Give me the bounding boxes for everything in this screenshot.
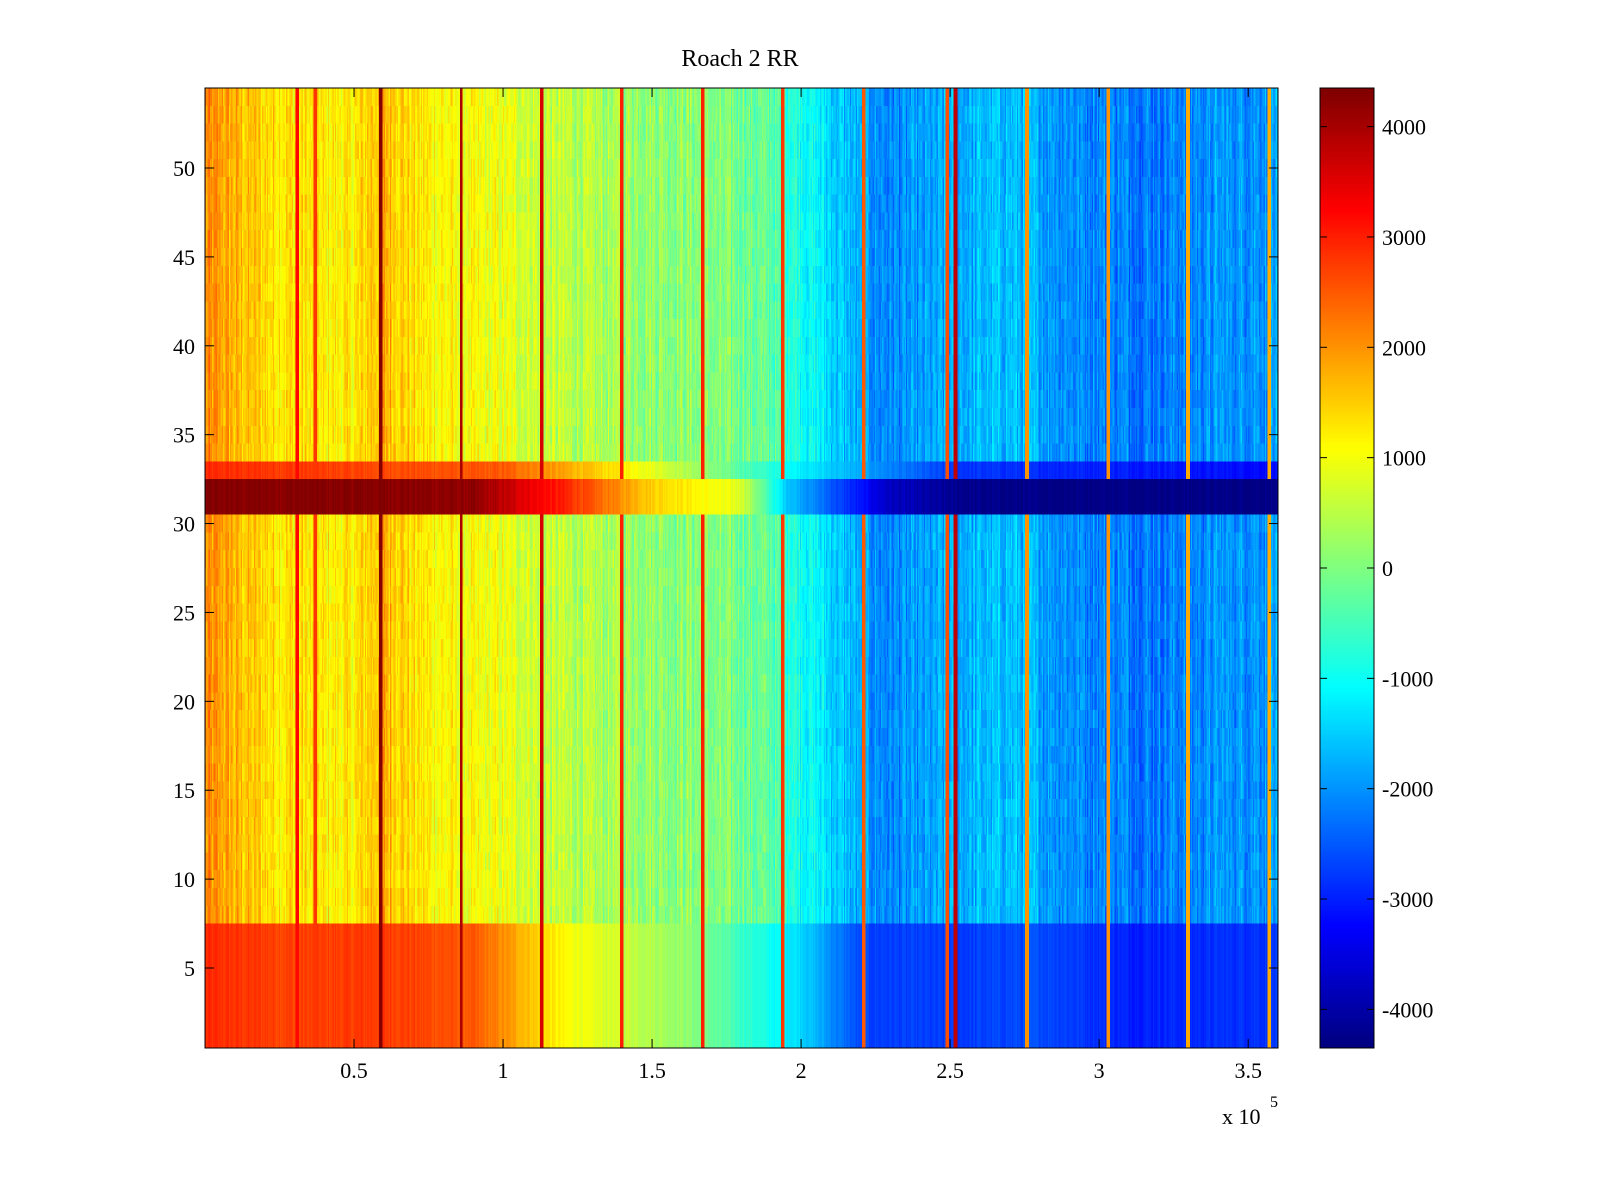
colorbar-gradient — [1320, 88, 1374, 1048]
y-tick-label: 35 — [173, 423, 195, 448]
chart-title: Roach 2 RR — [681, 46, 798, 72]
x-exponent-base: x 10 — [1222, 1104, 1261, 1129]
colorbar-tick-label: -2000 — [1382, 777, 1433, 802]
y-tick-label: 40 — [173, 334, 195, 359]
colorbar-tick-label: -4000 — [1382, 997, 1433, 1022]
y-tick-label: 5 — [184, 956, 195, 981]
colorbar-tick-label: 3000 — [1382, 225, 1426, 250]
colorbar-tick-label: 0 — [1382, 556, 1393, 581]
y-tick-label: 20 — [173, 689, 195, 714]
x-axis: 0.5 1 1.5 2 2.5 3 3.5 — [340, 88, 1262, 1083]
y-tick-label: 45 — [173, 245, 195, 270]
colorbar-tick-label: 1000 — [1382, 446, 1426, 471]
x-exponent-power: 5 — [1270, 1094, 1278, 1111]
x-tick-label: 1 — [498, 1058, 509, 1083]
x-exponent-label: x 10 5 — [1222, 1094, 1278, 1129]
x-tick-label: 2 — [796, 1058, 807, 1083]
y-tick-label: 10 — [173, 867, 195, 892]
colorbar-ticks: 4000 3000 2000 1000 0 -1000 -2000 -3000 -4000 — [1320, 115, 1433, 1022]
y-tick-label: 30 — [173, 512, 195, 537]
heatmap-plot-area — [204, 87, 1279, 1049]
x-tick-label: 3.5 — [1234, 1058, 1262, 1083]
x-tick-label: 1.5 — [638, 1058, 666, 1083]
y-tick-label: 15 — [173, 778, 195, 803]
colorbar: 4000 3000 2000 1000 0 -1000 -2000 -3000 -4000 — [1319, 87, 1433, 1049]
x-tick-label: 0.5 — [340, 1058, 368, 1083]
y-tick-label: 25 — [173, 600, 195, 625]
x-tick-label: 3 — [1094, 1058, 1105, 1083]
colorbar-tick-label: -3000 — [1382, 887, 1433, 912]
x-tick-label: 2.5 — [936, 1058, 964, 1083]
y-axis: 5 10 15 20 25 30 35 40 45 50 — [173, 156, 1278, 981]
plot-frame — [204, 87, 1279, 1049]
heatmap-cells — [205, 88, 1278, 1048]
y-tick-label: 50 — [173, 156, 195, 181]
colorbar-tick-label: -1000 — [1382, 666, 1433, 691]
colorbar-tick-label: 2000 — [1382, 335, 1426, 360]
colorbar-tick-label: 4000 — [1382, 115, 1426, 140]
